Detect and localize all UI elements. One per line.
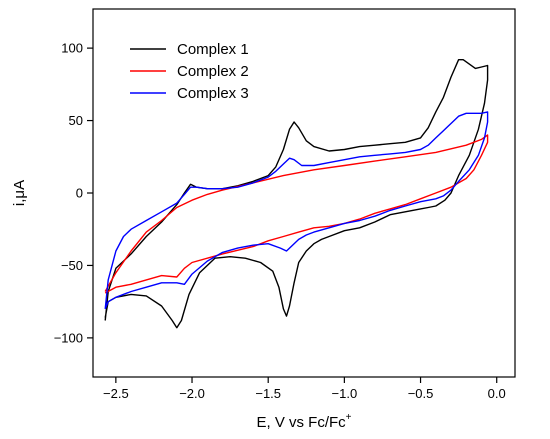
legend-label: Complex 3 bbox=[177, 85, 249, 102]
x-tick-label: 0.0 bbox=[488, 386, 506, 401]
series-line-complex-1 bbox=[104, 59, 489, 329]
legend-label: Complex 1 bbox=[177, 41, 249, 58]
x-axis-ticks: −2.5 −2.0 −1.5 −1.0 −0.5 0.0 bbox=[103, 377, 506, 401]
series-line-complex-3 bbox=[104, 111, 489, 310]
legend-label: Complex 2 bbox=[177, 63, 249, 80]
y-axis-title: i,μA bbox=[11, 180, 28, 206]
x-tick-label: −0.5 bbox=[408, 386, 434, 401]
y-tick-label: 50 bbox=[69, 113, 83, 128]
legend: Complex 1 Complex 2 Complex 3 bbox=[130, 41, 249, 102]
x-tick-label: −2.0 bbox=[179, 386, 205, 401]
series-layer bbox=[104, 59, 489, 329]
x-axis-title-text: E, V vs Fc/Fc bbox=[256, 414, 346, 431]
x-tick-label: −2.5 bbox=[103, 386, 129, 401]
x-axis-title-superscript: + bbox=[346, 412, 352, 423]
x-axis-title: E, V vs Fc/Fc+ bbox=[256, 412, 351, 431]
x-tick-label: −1.0 bbox=[332, 386, 358, 401]
y-tick-label: −50 bbox=[61, 258, 83, 273]
y-axis-ticks: −100 −50 0 50 100 bbox=[54, 41, 93, 345]
x-tick-label: −1.5 bbox=[255, 386, 281, 401]
y-tick-label: 0 bbox=[76, 186, 83, 201]
y-tick-label: 100 bbox=[61, 41, 83, 56]
y-tick-label: −100 bbox=[54, 330, 83, 345]
series-line-complex-2 bbox=[104, 134, 489, 294]
